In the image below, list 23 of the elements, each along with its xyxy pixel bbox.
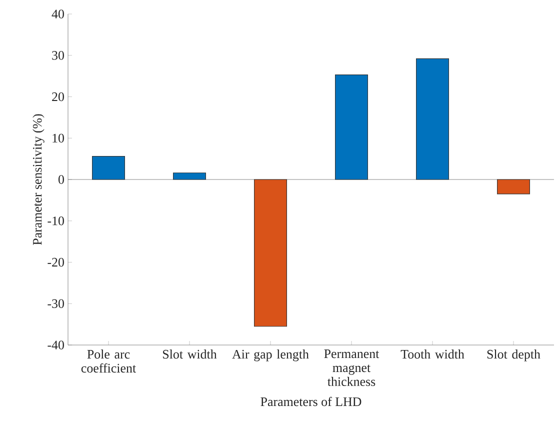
y-tick-label: 0 bbox=[58, 175, 64, 184]
y-tick-label: -30 bbox=[48, 299, 64, 308]
bar bbox=[173, 172, 206, 180]
y-tick-label: 40 bbox=[52, 10, 64, 18]
x-tick-label: Slot width bbox=[163, 350, 217, 359]
bar bbox=[254, 179, 288, 327]
bar bbox=[92, 156, 125, 180]
bar bbox=[335, 74, 368, 180]
y-tick-label: -40 bbox=[48, 340, 64, 350]
x-tick-label: Pole arc coefficient bbox=[81, 350, 136, 373]
y-tick-label: -10 bbox=[48, 216, 64, 226]
bar bbox=[416, 58, 450, 180]
y-tick-label: 10 bbox=[52, 134, 64, 142]
y-axis-title: Parameter sensitivity (%) bbox=[32, 114, 44, 245]
bar bbox=[497, 179, 530, 194]
x-tick-label: Air gap length bbox=[232, 350, 309, 362]
y-tick-label: -20 bbox=[48, 258, 64, 267]
y-tick-label: 20 bbox=[52, 92, 64, 102]
y-tick-label: 30 bbox=[52, 51, 64, 60]
x-axis-title: Parameters of LHD bbox=[260, 396, 362, 406]
x-tick-label: Tooth width bbox=[400, 350, 464, 359]
x-tick-label: Slot depth bbox=[487, 350, 540, 362]
x-tick-label: Permanent magnet thickness bbox=[324, 350, 380, 386]
